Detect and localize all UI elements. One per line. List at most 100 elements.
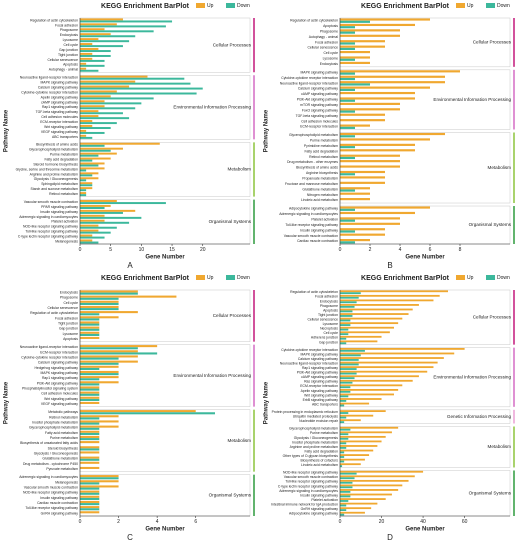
bar: [80, 313, 100, 316]
bar: [340, 357, 444, 359]
bar: [80, 373, 119, 376]
category-label: Calcium signaling pathway: [38, 361, 78, 365]
category-label: Other types of O-glycan biosynthesis: [283, 454, 339, 458]
category-label: Melanogenesis: [55, 480, 78, 484]
bar: [80, 219, 105, 222]
category-label: Cell cycle: [323, 51, 338, 55]
bar: [80, 480, 119, 483]
bar: [340, 384, 403, 387]
category-label: MAPK signaling pathway: [40, 371, 78, 375]
bar: [340, 428, 351, 431]
bar: [80, 497, 100, 500]
bar: [80, 391, 100, 394]
category-label: Insulin signaling pathway: [300, 228, 338, 232]
category-label: Lysosome: [323, 57, 338, 61]
category-label: Necroptosis: [320, 327, 338, 331]
bar: [340, 486, 353, 489]
bar: [340, 97, 415, 100]
bar: [80, 211, 123, 214]
bar: [80, 28, 105, 31]
category-label: Cell cycle: [63, 43, 78, 47]
x-tick-label: 6: [194, 519, 197, 525]
bar: [340, 99, 355, 102]
bar: [80, 64, 105, 67]
legend-swatch: [226, 275, 235, 280]
category-label: NOD-like receptor signaling pathway: [23, 225, 78, 229]
category-label: Phagosome: [320, 304, 338, 308]
category-label: Arginine and proline metabolism: [290, 445, 339, 449]
bar: [340, 296, 359, 299]
bar: [340, 388, 399, 391]
bar: [340, 412, 349, 414]
bar: [80, 20, 173, 23]
legend-swatch: [456, 275, 465, 280]
category-label: Protein processing in endoplasmic reticu…: [272, 410, 339, 414]
category-label: Retinol metabolism: [49, 415, 78, 419]
bar: [340, 498, 386, 500]
category-label: Insulin signaling pathway: [40, 496, 78, 500]
category-label: Phosphatidylinositol signaling system: [22, 386, 78, 390]
category-label: Calcium signaling pathway: [298, 87, 338, 91]
y-axis-label: Pathway Name: [264, 381, 270, 424]
bar: [340, 333, 349, 336]
bar: [340, 233, 385, 236]
bar: [340, 446, 347, 449]
bar: [340, 119, 385, 122]
legend-label: Up: [207, 275, 214, 281]
y-axis-label: Pathway Name: [4, 381, 10, 424]
y-axis-label: Pathway Name: [264, 109, 270, 152]
group-label: Genetic Information Processing: [447, 414, 512, 419]
x-tick-label: 20: [379, 519, 385, 525]
category-label: Cell adhesion molecules: [41, 392, 78, 396]
bar: [80, 92, 197, 95]
category-label: Rap1 signaling pathway: [42, 105, 78, 109]
category-label: Glycolysis / Gluconeogenesis: [34, 177, 79, 181]
bar: [80, 430, 100, 433]
bar: [80, 415, 119, 418]
category-label: Gap junction: [319, 340, 338, 344]
bar: [80, 147, 123, 150]
category-label: Ras signaling pathway: [304, 380, 338, 384]
bar: [80, 305, 119, 308]
category-label: Glycolysis / Gluconeogenesis: [294, 436, 339, 440]
category-label: Neuroactive ligand-receptor interaction: [280, 81, 338, 85]
bar: [80, 122, 117, 125]
bar: [340, 132, 445, 136]
bar: [80, 360, 138, 363]
category-label: Endocytosis: [320, 299, 339, 303]
group-label: Cellular Processes: [213, 313, 252, 318]
bar: [80, 328, 100, 331]
bar: [80, 308, 119, 311]
bar: [80, 110, 99, 113]
bar: [340, 335, 382, 338]
bar: [340, 304, 419, 306]
category-label: Inositol phosphate metabolism: [32, 420, 78, 424]
bar: [80, 492, 100, 495]
bar: [340, 479, 409, 482]
bar: [340, 239, 370, 242]
group-box: [79, 409, 251, 472]
bar: [80, 124, 93, 127]
bar: [80, 234, 93, 237]
bar: [80, 441, 100, 444]
bar: [340, 72, 355, 75]
group-label: Metabolism: [228, 167, 252, 172]
category-label: Gap junction: [59, 48, 78, 52]
x-tick-label: 4: [156, 519, 159, 525]
bar: [340, 507, 372, 510]
category-label: Purine metabolism: [310, 431, 338, 435]
bar: [340, 56, 370, 59]
bar: [80, 18, 123, 21]
legend-label: Up: [207, 3, 214, 9]
bar: [80, 152, 117, 155]
category-label: Autophagy - animal: [49, 68, 78, 72]
chart-title: KEGG Enrichment BarPlot: [361, 275, 450, 282]
bar: [340, 477, 355, 480]
bar: [340, 366, 434, 369]
category-label: Glycerophospholipid metabolism: [289, 427, 338, 431]
bar: [80, 47, 99, 50]
category-label: Purine metabolism: [50, 436, 78, 440]
bar: [340, 70, 460, 73]
category-label: Rap1 signaling pathway: [302, 366, 338, 370]
category-label: cAMP signaling pathway: [301, 92, 338, 96]
